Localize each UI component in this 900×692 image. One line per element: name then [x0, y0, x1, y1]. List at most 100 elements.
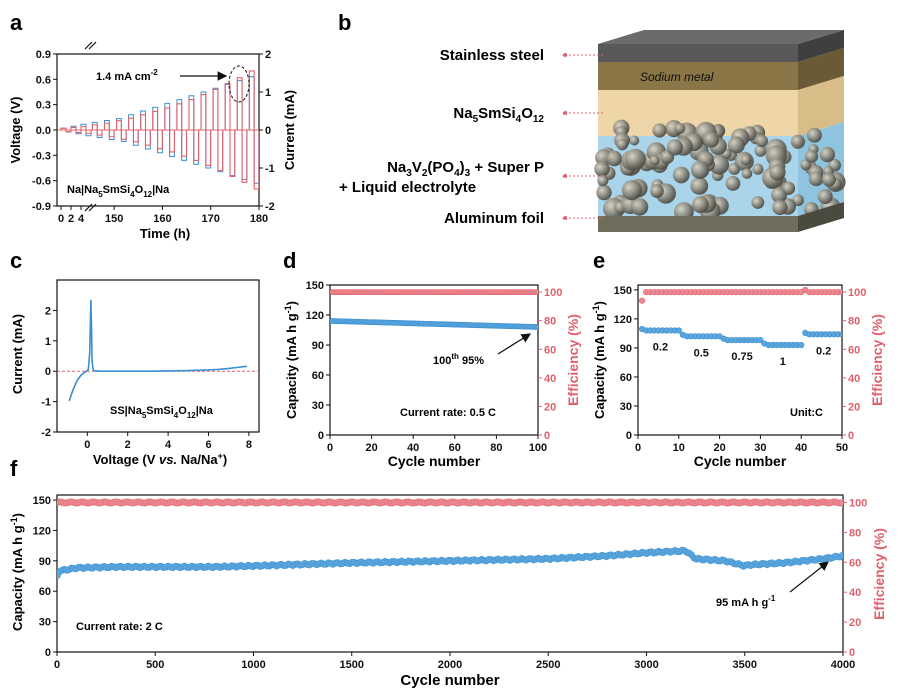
panel-a: 0 2 4 150 160 170 180-0.9-0.6-0.30.00.30.60.9-… — [8, 41, 297, 241]
y-tick-label: 30 — [39, 617, 51, 629]
label-cathode-line1: Na3V2(PO4)3 + Super P — [387, 159, 544, 179]
efficiency-point — [535, 289, 538, 296]
x-tick-label: 0 — [327, 442, 333, 454]
y2-tick-label: 60 — [544, 344, 556, 356]
panel-d-frame — [329, 284, 539, 436]
y2-tick-label: -2 — [265, 201, 275, 213]
panel-c: 0 2 4 6 8 -2 -1 0 1 2 Current (mA) Voltage (V vs.… — [10, 279, 260, 467]
panel-letter-d: d — [283, 248, 296, 273]
panel-f-annotation: 95 mA h g-1 — [716, 594, 776, 609]
y2-tick-label: 60 — [849, 557, 861, 569]
capacity-point — [757, 337, 764, 344]
panel-f-xlabel: Cycle number — [400, 672, 499, 689]
panel-e-ylabel-right: Efficiency (%) — [869, 314, 885, 406]
panel-letter-c: c — [10, 248, 22, 273]
panel-d-ylabel-left: Capacity (mA h g-1) — [283, 301, 299, 419]
cathode-particle — [819, 146, 836, 163]
y-tick-label: 0.0 — [36, 125, 51, 137]
y2-tick-label: 80 — [544, 316, 556, 328]
x-tick-label: 6 — [205, 439, 211, 451]
y2-tick-label: 0 — [849, 647, 855, 659]
efficiency-point — [838, 289, 842, 296]
cathode-particle — [769, 164, 786, 181]
cathode-particle — [790, 134, 805, 149]
x-tick-label: 2 — [125, 439, 131, 451]
x-tick-label: 80 — [490, 442, 502, 454]
panel-e-rate-labels: 0.2 0.5 0.75 1 0.2 — [653, 341, 831, 368]
y-tick-label: 120 — [614, 314, 632, 326]
y2-tick-label: 1 — [265, 87, 271, 99]
cathode-particle — [817, 189, 833, 205]
cathode-particle — [755, 134, 768, 148]
y-tick-label: 150 — [306, 280, 324, 292]
panel-f-rate-label: Current rate: 2 C — [76, 621, 163, 633]
y-tick-label: -0.6 — [32, 176, 51, 188]
cathode-particle — [741, 168, 753, 179]
x-tick-label: 100 — [529, 442, 547, 454]
panel-d-traces — [330, 289, 538, 330]
y-tick-label: 90 — [620, 343, 632, 355]
y-tick-label: 0 — [45, 647, 51, 659]
efficiency-point — [638, 297, 646, 304]
x-tick-label: 2 — [68, 213, 74, 225]
panel-a-xlabel: Time (h) — [140, 226, 190, 241]
panel-f-ylabel-left: Capacity (mA h g-1) — [9, 513, 25, 631]
x-tick-label: 20 — [365, 442, 377, 454]
cathode-particle — [594, 161, 610, 177]
panel-d-annotation: 100th 95% — [433, 352, 484, 367]
lsv-curve — [68, 299, 247, 402]
panel-e-traces — [638, 286, 842, 349]
panel-c-traces — [57, 299, 259, 402]
y-tick-label: 120 — [306, 310, 324, 322]
y-tick-label: -1 — [41, 397, 51, 409]
x-tick-label: 1500 — [340, 659, 364, 671]
y2-tick-label: 20 — [544, 401, 556, 413]
panel-f-annotation-arrow — [789, 561, 829, 593]
cathode-particles — [594, 119, 846, 222]
panel-a-ylabel-left: Voltage (V) — [8, 97, 23, 164]
x-tick-label: 4 — [78, 213, 85, 225]
y-tick-label: 2 — [45, 305, 51, 317]
label-electrolyte: Na5SmSi4O12 — [453, 105, 544, 125]
cathode-particle — [751, 196, 765, 209]
capacity-point — [798, 341, 805, 349]
cathode-particle — [650, 184, 664, 198]
electrolyte-right-face — [798, 76, 844, 136]
cathode-particle — [740, 154, 752, 166]
y2-tick-label: 40 — [849, 587, 861, 599]
cathode-particle — [808, 171, 824, 187]
label-cathode-line2: + Liquid electrolyte — [339, 179, 476, 196]
x-tick-label: 60 — [449, 442, 461, 454]
x-tick-label: 30 — [754, 442, 766, 454]
y2-tick-label: 80 — [849, 527, 861, 539]
cathode-particle — [606, 150, 623, 167]
y2-tick-label: 0 — [265, 125, 271, 137]
cathode-particle — [807, 127, 822, 143]
y-tick-label: 0 — [318, 430, 324, 442]
y-tick-label: 60 — [620, 372, 632, 384]
x-tick-label: 0 — [58, 213, 64, 225]
x-tick-label: 160 — [153, 213, 171, 225]
capacity-point — [838, 551, 843, 559]
capacity-point — [838, 331, 842, 338]
steel-top-face — [598, 30, 844, 44]
panel-d-annotation-arrow — [497, 333, 532, 355]
cathode-particle — [630, 198, 649, 216]
y-tick-label: 150 — [614, 285, 632, 297]
panel-e-frame — [637, 284, 843, 436]
voltage-series — [60, 70, 259, 190]
y-tick-label: -2 — [41, 427, 51, 439]
cathode-particle — [624, 148, 646, 170]
panel-f-frame — [56, 494, 844, 653]
x-tick-label: 40 — [407, 442, 419, 454]
cathode-particle — [649, 155, 660, 166]
y-tick-label: 60 — [39, 586, 51, 598]
x-tick-label: 0 — [84, 439, 90, 451]
cathode-particle — [772, 199, 788, 216]
panel-d-ylabel-right: Efficiency (%) — [565, 314, 581, 406]
y2-tick-label: -1 — [265, 163, 275, 175]
y2-tick-label: 20 — [849, 617, 861, 629]
